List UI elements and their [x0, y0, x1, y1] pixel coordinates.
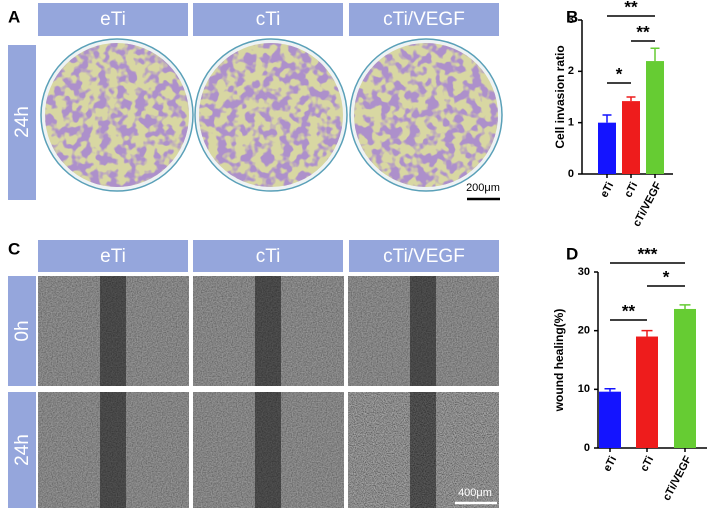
x-tick-label: cTi/VEGF [661, 454, 695, 503]
panel-label: D [566, 244, 578, 263]
header-box [193, 3, 343, 36]
micrograph [38, 392, 189, 508]
scratch-gap [100, 392, 126, 508]
error-bar [626, 96, 636, 102]
significance-label: * [663, 267, 670, 286]
micrograph [38, 276, 189, 386]
significance-label: ** [622, 301, 636, 320]
header-box [193, 240, 343, 272]
column-header: cTi [256, 246, 281, 267]
significance-label: * [616, 64, 623, 83]
micrographs [38, 276, 499, 508]
error-bar [679, 304, 691, 309]
scale-bar-label: 400μm [458, 487, 492, 499]
dish [349, 38, 503, 192]
y-tick-label: 10 [578, 383, 590, 395]
scratch-gap [410, 276, 436, 386]
panel-c: C eTi cTi cTi/VEGF 0h 24h 400μm [8, 239, 499, 508]
y-tick-label: 0 [568, 168, 574, 180]
y-tick-label: 20 [578, 325, 590, 337]
row-box [8, 276, 36, 386]
x-tick-label: cTi [638, 454, 656, 473]
row-header: 0h [12, 320, 33, 341]
bar [598, 122, 616, 174]
error-bar [602, 114, 612, 123]
micrograph [193, 392, 344, 508]
y-tick-label: 30 [578, 266, 590, 278]
error-bar [641, 329, 653, 337]
bar [622, 101, 640, 174]
scratch-gap [410, 392, 436, 508]
error-bar [650, 47, 660, 62]
scratch-gap [255, 276, 281, 386]
panel-label: B [566, 7, 578, 26]
bar [674, 308, 696, 448]
header-box [349, 240, 499, 272]
column-header: eTi [100, 9, 126, 30]
y-axis-label: wound healing(%) [552, 309, 566, 413]
dish [194, 38, 348, 192]
row-header: 24h [12, 106, 33, 138]
panel-label: A [8, 7, 20, 26]
micrograph [348, 392, 499, 508]
bar [599, 391, 621, 448]
micrograph [193, 276, 344, 386]
significance-label: ** [624, 0, 638, 16]
column-header: cTi/VEGF [383, 246, 465, 267]
x-tick-label: cTi [622, 180, 640, 199]
y-tick-label: 3 [568, 14, 574, 26]
y-tick-label: 2 [568, 65, 574, 77]
scratch-gap [100, 276, 126, 386]
row-box [8, 392, 36, 508]
header-box [349, 3, 499, 36]
micrograph [348, 276, 499, 386]
panel-a: A eTi cTi cTi/VEGF 24h 200μm [8, 3, 503, 201]
panel-label: C [8, 239, 20, 258]
row-box [8, 45, 36, 200]
y-tick-label: 1 [568, 117, 574, 129]
scale-bar-label: 200μm [466, 182, 500, 194]
column-header: cTi [256, 9, 281, 30]
bar [636, 336, 658, 448]
y-tick-label: 0 [584, 442, 590, 454]
row-header: 24h [12, 434, 33, 466]
error-bar [604, 387, 616, 392]
significance-label: ** [636, 22, 650, 41]
scratch-gap [255, 392, 281, 508]
significance-label: *** [638, 244, 658, 263]
column-header: eTi [100, 246, 126, 267]
y-axis-label: Cell invasion ratio [553, 45, 567, 148]
x-tick-label: eTi [601, 454, 619, 473]
column-header: cTi/VEGF [383, 9, 465, 30]
bar [646, 61, 664, 174]
dish [40, 38, 194, 192]
header-box [38, 3, 188, 36]
x-tick-label: eTi [598, 180, 616, 199]
header-box [38, 240, 188, 272]
